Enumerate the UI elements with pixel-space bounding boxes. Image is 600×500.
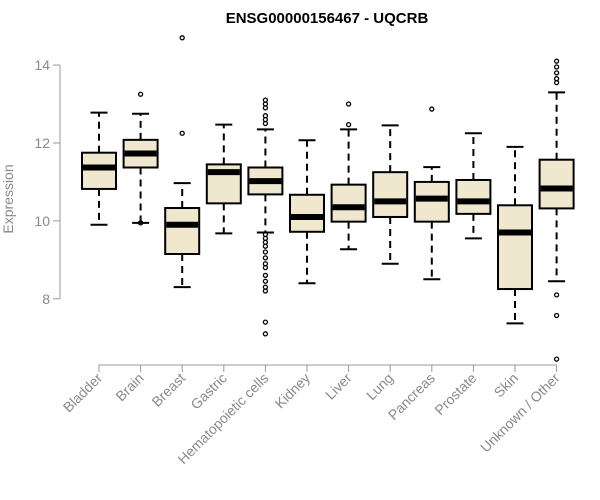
- x-tick-label: Brain: [112, 370, 146, 404]
- outlier-point: [262, 278, 269, 284]
- box-6: [289, 139, 325, 285]
- x-tick-label: Bladder: [60, 370, 106, 416]
- box-11: [497, 145, 533, 325]
- outlier-point: [262, 249, 269, 255]
- outlier-point: [179, 130, 185, 136]
- box-body: [413, 180, 450, 223]
- box-body: [497, 204, 533, 291]
- outlier-point: [179, 35, 185, 41]
- box-5: [247, 97, 284, 337]
- x-tick-label: Unknown / Other: [477, 370, 563, 456]
- outlier-point: [262, 272, 269, 279]
- outlier-point: [345, 122, 352, 128]
- outlier-point: [553, 70, 560, 76]
- box-body: [455, 178, 492, 215]
- chart-title: ENSG00000156467 - UQCRB: [226, 10, 429, 27]
- box-3: [164, 35, 201, 289]
- box-body: [81, 151, 117, 190]
- box-10: [455, 132, 492, 240]
- outlier-point: [262, 243, 269, 249]
- outlier-point: [553, 312, 560, 319]
- x-tick-label: Liver: [322, 370, 355, 403]
- box-8: [372, 124, 409, 265]
- box-2: [122, 91, 159, 226]
- outlier-point: [553, 356, 560, 362]
- outlier-point: [553, 58, 560, 64]
- y-tick-label: 12: [34, 135, 50, 151]
- y-tick-label: 10: [34, 213, 50, 229]
- box-4: [205, 123, 242, 235]
- box-body: [372, 171, 409, 218]
- box-7: [330, 101, 367, 251]
- outlier-point: [345, 101, 352, 107]
- y-axis: 8 10 12 14: [34, 57, 61, 307]
- box-1: [81, 111, 117, 226]
- boxes: [81, 35, 575, 362]
- x-tick-label: Skin: [491, 370, 522, 401]
- x-tick-label: Kidney: [272, 370, 314, 412]
- outlier-point: [262, 120, 269, 127]
- y-tick-label: 14: [34, 57, 50, 73]
- outlier-point: [137, 220, 144, 226]
- x-tick-label: Breast: [148, 370, 188, 410]
- outlier-point: [262, 255, 269, 261]
- outlier-point: [429, 106, 435, 112]
- outlier-point: [137, 91, 144, 97]
- box-body: [330, 183, 367, 223]
- y-axis-label: Expression: [0, 164, 16, 233]
- y-tick-label: 8: [42, 291, 50, 307]
- box-body: [538, 158, 575, 210]
- outlier-point: [262, 331, 269, 337]
- outlier-point: [262, 319, 269, 325]
- outlier-point: [262, 264, 269, 271]
- box-12: [538, 58, 575, 362]
- x-tick-label: Prostate: [431, 370, 479, 418]
- outlier-point: [262, 288, 269, 294]
- outlier-point: [262, 105, 269, 111]
- outlier-point: [553, 64, 560, 70]
- outlier-point: [553, 79, 560, 86]
- box-body: [164, 207, 201, 255]
- box-body: [289, 193, 325, 233]
- x-tick-label: Lung: [363, 370, 396, 403]
- box-9: [413, 106, 450, 281]
- outlier-point: [553, 292, 560, 298]
